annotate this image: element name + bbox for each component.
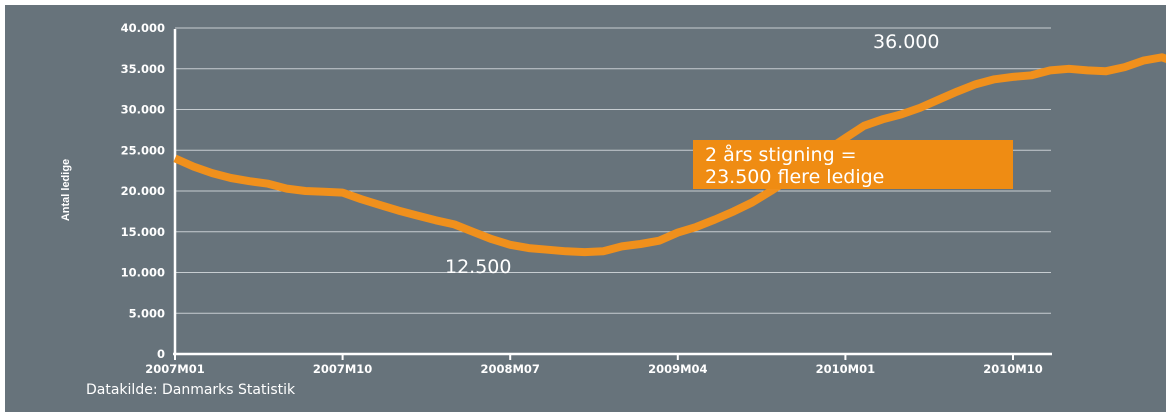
y-tick-label: 5.000 <box>129 306 165 320</box>
series-line <box>173 53 1166 257</box>
callout-background <box>693 140 1013 189</box>
data-source: Datakilde: Danmarks Statistik <box>86 382 296 398</box>
callout-line-1: 2 års stigning = <box>705 143 857 166</box>
y-tick-label: 15.000 <box>121 225 165 239</box>
x-axis-ticks: 2007M01 2007M10 2008M07 2009M04 2010M01 2010M… <box>145 354 1043 376</box>
max-annotation: 36.000 <box>873 31 939 53</box>
callout-line-2: 23.500 flere ledige <box>705 166 884 188</box>
x-tick-label: 2007M01 <box>145 362 204 376</box>
y-tick-label: 25.000 <box>121 143 165 157</box>
y-tick-label: 40.000 <box>121 21 165 35</box>
y-tick-label: 30.000 <box>121 103 165 117</box>
x-tick-label: 2008M07 <box>480 362 539 376</box>
y-axis-ticks: 0 5.000 10.000 15.000 20.000 25.000 30.000 35.0… <box>121 21 165 361</box>
x-tick-label: 2010M01 <box>816 362 875 376</box>
chart-panel: 0 5.000 10.000 15.000 20.000 25.000 30.000 35.0… <box>5 5 1166 412</box>
y-axis-label: Antal ledige <box>60 159 72 221</box>
y-tick-label: 35.000 <box>121 62 165 76</box>
min-annotation: 12.500 <box>445 256 511 278</box>
axes <box>173 29 1052 356</box>
x-tick-label: 2009M04 <box>648 362 707 376</box>
callout-box: 2 års stigning = 23.500 flere ledige <box>693 140 1013 189</box>
x-tick-label: 2007M10 <box>313 362 372 376</box>
y-tick-label: 10.000 <box>121 266 165 280</box>
y-tick-label: 0 <box>157 347 165 361</box>
line-chart: 0 5.000 10.000 15.000 20.000 25.000 30.000 35.0… <box>60 21 1166 398</box>
x-tick-label: 2010M10 <box>983 362 1042 376</box>
y-tick-label: 20.000 <box>121 184 165 198</box>
series-layer <box>173 53 1166 257</box>
